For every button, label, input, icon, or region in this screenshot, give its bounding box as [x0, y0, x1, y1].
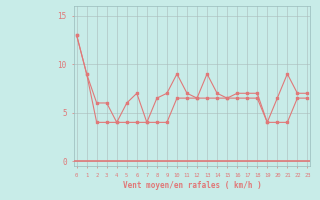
X-axis label: Vent moyen/en rafales ( km/h ): Vent moyen/en rafales ( km/h ) [123, 181, 261, 190]
